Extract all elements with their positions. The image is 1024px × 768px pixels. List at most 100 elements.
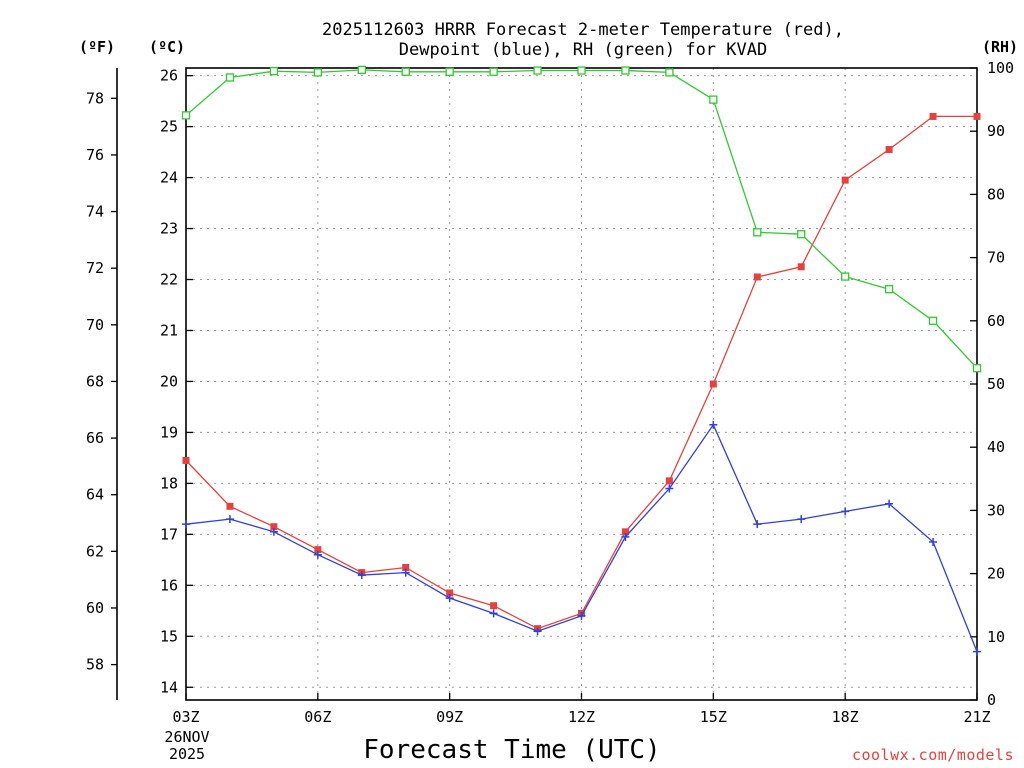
axes [111, 67, 978, 701]
fahrenheit-tick-label: 70 [86, 316, 104, 334]
temperature-point [490, 602, 498, 610]
rh-unit-label: (RH) [982, 38, 1018, 56]
rh-tick-label: 60 [987, 312, 1005, 330]
dewpoint-point [401, 568, 410, 577]
celsius-tick-label: 16 [160, 576, 178, 594]
celsius-tick-label: 20 [160, 372, 178, 390]
x-tick-label: 21Z [963, 708, 990, 726]
celsius-tick-label: 21 [160, 321, 178, 339]
date-label-year: 2025 [169, 745, 205, 763]
celsius-tick-label: 17 [160, 525, 178, 543]
dewpoint-point [489, 609, 498, 618]
dewpoint-point [665, 484, 674, 493]
rh-point [884, 285, 894, 294]
rh-tick-label: 10 [987, 628, 1005, 646]
rh-tick-label: 50 [987, 375, 1005, 393]
celsius-tick-label: 26 [160, 67, 178, 85]
dewpoint-point [533, 627, 542, 636]
chart-title-line1: 2025112603 HRRR Forecast 2-meter Tempera… [322, 20, 844, 40]
rh-tick-label: 30 [987, 501, 1005, 519]
fahrenheit-tick-label: 58 [86, 656, 104, 674]
celsius-tick-label: 18 [160, 474, 178, 492]
x-tick-label: 06Z [304, 708, 331, 726]
rh-point [313, 68, 322, 77]
rh-tick-label: 0 [987, 691, 996, 709]
rh-point [489, 67, 498, 76]
temperature-point [665, 477, 673, 485]
dewpoint-point [709, 420, 718, 429]
temperature-point [797, 263, 805, 271]
fahrenheit-tick-label: 72 [86, 259, 104, 277]
rh-point [357, 65, 366, 75]
rh-point [225, 73, 235, 82]
dewpoint-point [313, 550, 322, 559]
temperature-point [446, 589, 454, 597]
rh-point [181, 111, 191, 120]
tick-labels: 14 15 16 17 18 19 20 21 22 23 24 25 26 58 60 62 64 66 68 70… [86, 59, 1014, 726]
dewpoint-point [357, 571, 366, 580]
rh-point [753, 228, 762, 237]
rh-tick-label: 80 [987, 185, 1005, 203]
temperature-point [314, 546, 322, 554]
rh-point [577, 66, 586, 75]
temperature-point [929, 112, 937, 120]
fahrenheit-tick-label: 60 [86, 599, 104, 617]
x-tick-label: 12Z [568, 708, 595, 726]
celsius-tick-label: 19 [160, 423, 178, 441]
temperature-point [270, 523, 278, 531]
dewpoint-point [797, 515, 806, 524]
rh-point [928, 316, 938, 325]
celsius-tick-label: 25 [160, 118, 178, 136]
rh-point [665, 68, 674, 77]
dewpoint-point [182, 520, 190, 529]
fahrenheit-tick-label: 68 [86, 372, 104, 390]
temperature-point [709, 380, 717, 388]
rh-tick-label: 70 [987, 249, 1005, 267]
temperature-point [973, 112, 981, 120]
dewpoint-point [621, 532, 630, 541]
rh-tick-label: 100 [987, 59, 1014, 77]
celsius-tick-label: 15 [160, 627, 178, 645]
temperature-point [226, 502, 234, 510]
rh-point [621, 66, 630, 75]
rh-point [533, 66, 542, 75]
rh-point [841, 272, 850, 281]
rh-tick-label: 20 [987, 565, 1005, 583]
celsius-tick-label: 24 [160, 169, 178, 187]
temperature-point [621, 528, 629, 536]
rh-point [797, 230, 806, 239]
chart-title-line2: Dewpoint (blue), RH (green) for KVAD [399, 40, 767, 60]
rh-tick-label: 90 [987, 122, 1005, 140]
dewpoint-point [577, 611, 586, 620]
temperature-point [753, 273, 761, 281]
rh-point [269, 67, 279, 76]
fahrenheit-tick-label: 74 [86, 203, 104, 221]
temperature-point [841, 176, 849, 184]
celsius-unit-label: (ºC) [149, 38, 185, 56]
rh-tick-label: 40 [987, 438, 1005, 456]
grid-lines [186, 68, 977, 700]
fahrenheit-tick-label: 64 [86, 486, 104, 504]
rh-point [709, 95, 718, 104]
fahrenheit-tick-label: 62 [86, 542, 104, 560]
dewpoint-point [445, 594, 454, 603]
celsius-tick-label: 14 [160, 678, 178, 696]
temperature-point [182, 456, 190, 464]
dewpoint-point [973, 647, 981, 656]
fahrenheit-tick-label: 78 [86, 89, 104, 107]
rh-point [972, 364, 982, 373]
celsius-tick-label: 23 [160, 220, 178, 238]
x-axis-title: Forecast Time (UTC) [363, 735, 660, 765]
temperature-point [885, 146, 893, 154]
temperature-point [402, 563, 410, 571]
x-tick-label: 15Z [700, 708, 727, 726]
dewpoint-point [929, 538, 938, 546]
dewpoint-point [885, 499, 894, 508]
dewpoint-point [841, 507, 850, 516]
x-tick-label: 18Z [832, 708, 859, 726]
data-series [181, 65, 982, 656]
dewpoint-point [753, 520, 762, 529]
rh-line [185, 69, 978, 369]
date-label-day: 26NOV [164, 728, 209, 746]
